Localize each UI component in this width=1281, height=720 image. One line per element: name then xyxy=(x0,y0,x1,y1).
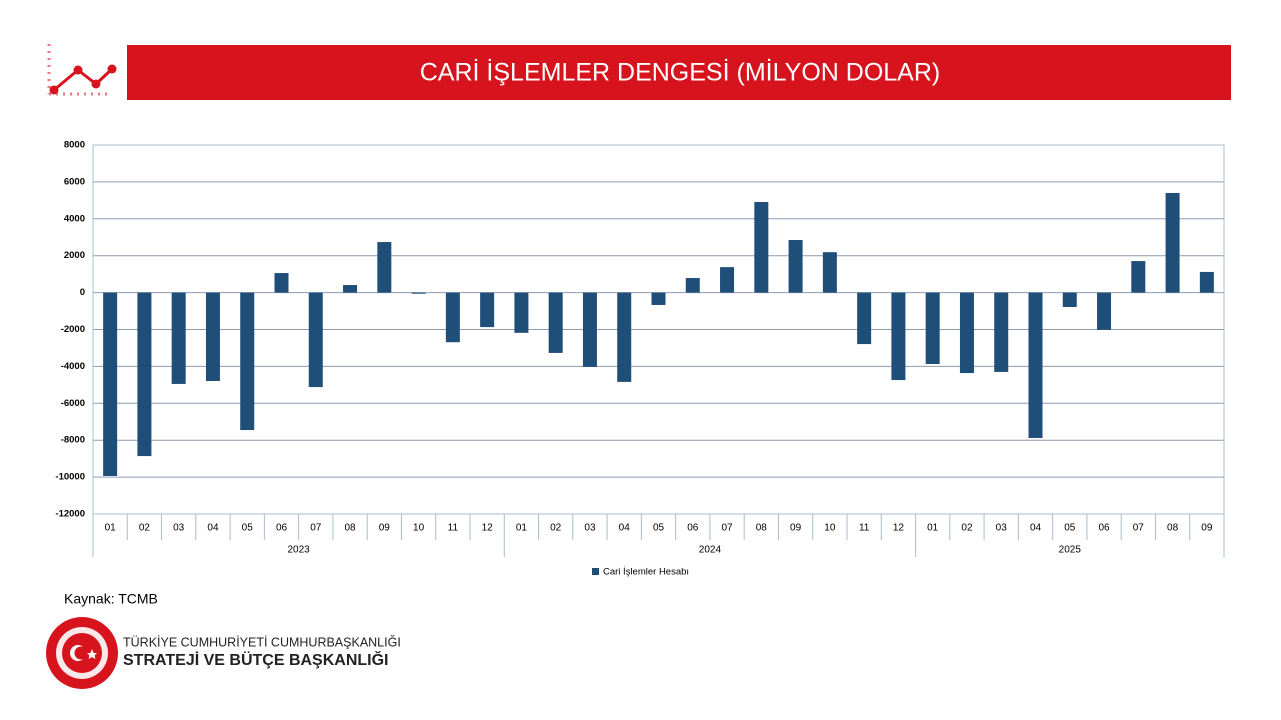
x-tick-label: 08 xyxy=(756,523,768,534)
header-title: CARİ İŞLEMLER DENGESİ (MİLYON DOLAR) xyxy=(420,58,940,87)
y-tick-label: 6000 xyxy=(64,176,85,187)
bar xyxy=(685,278,700,293)
header-icon xyxy=(47,44,117,96)
bar xyxy=(1062,292,1077,307)
bar xyxy=(171,292,186,384)
bar xyxy=(137,292,152,457)
chart: -12000 -10000 -8000 -6000 -4000 -2000 0 2000 400… xyxy=(55,140,1225,578)
bar xyxy=(1028,292,1043,438)
x-tick-label: 02 xyxy=(550,523,562,534)
bar xyxy=(445,292,460,343)
bar xyxy=(548,292,563,353)
y-tick-label: 0 xyxy=(80,287,85,298)
group-label: 2024 xyxy=(699,545,722,556)
x-tick-label: 06 xyxy=(1098,523,1110,534)
bar xyxy=(1097,292,1112,330)
x-tick-label: 02 xyxy=(139,523,151,534)
logo-line2: STRATEJİ VE BÜTÇE BAŞKANLIĞI xyxy=(123,650,389,669)
y-tick-label: -10000 xyxy=(55,472,85,483)
bar xyxy=(857,292,872,345)
bar xyxy=(1165,192,1180,293)
logo xyxy=(46,617,118,689)
bar xyxy=(205,292,220,381)
bar xyxy=(514,292,529,333)
x-tick-label: 12 xyxy=(482,523,494,534)
bar xyxy=(925,292,940,365)
x-tick-label: 06 xyxy=(276,523,288,534)
bar xyxy=(959,292,974,374)
source: Kaynak: TCMB xyxy=(64,591,158,607)
x-tick-label: 09 xyxy=(790,523,802,534)
bar xyxy=(308,292,323,388)
y-tick-label: -6000 xyxy=(61,398,85,409)
x-tick-label: 05 xyxy=(1064,523,1076,534)
x-tick-label: 08 xyxy=(1167,523,1179,534)
header-bar xyxy=(127,45,1231,100)
bar xyxy=(788,240,803,293)
plot-border xyxy=(92,144,1225,515)
x-tick-label: 11 xyxy=(859,523,870,534)
bar xyxy=(1131,261,1146,293)
y-tick-label: 4000 xyxy=(64,213,85,224)
x-tick-label: 07 xyxy=(310,523,322,534)
bar xyxy=(822,252,837,293)
x-tick-label: 01 xyxy=(516,523,528,534)
bar xyxy=(617,292,632,382)
y-tick-label: -4000 xyxy=(61,361,85,372)
y-tick-label: -12000 xyxy=(55,509,85,520)
x-tick-label: 07 xyxy=(721,523,733,534)
x-tick-label: 05 xyxy=(653,523,665,534)
x-tick-label: 12 xyxy=(893,523,905,534)
x-tick-label: 04 xyxy=(1030,523,1042,534)
bar xyxy=(480,292,495,328)
bar xyxy=(343,285,358,293)
bar xyxy=(754,202,769,293)
legend-swatch xyxy=(592,568,599,575)
x-tick-label: 03 xyxy=(584,523,596,534)
bar xyxy=(103,292,118,476)
legend-label: Cari İşlemler Hesabı xyxy=(603,567,689,578)
x-tick-label: 10 xyxy=(413,523,425,534)
x-tick-label: 09 xyxy=(1201,523,1213,534)
bar xyxy=(994,292,1009,372)
x-tick-label: 07 xyxy=(1133,523,1145,534)
x-tick-label: 03 xyxy=(173,523,185,534)
bar xyxy=(1199,271,1214,293)
x-tick-label: 08 xyxy=(344,523,356,534)
y-tick-label: 8000 xyxy=(64,140,85,151)
y-tick-label: -8000 xyxy=(61,435,85,446)
bar xyxy=(274,273,289,293)
bar xyxy=(891,292,906,381)
x-tick-label: 01 xyxy=(927,523,939,534)
x-tick-label: 01 xyxy=(105,523,117,534)
bar xyxy=(377,242,392,293)
x-tick-label: 11 xyxy=(448,523,459,534)
group-label: 2023 xyxy=(288,545,311,556)
x-tick-label: 06 xyxy=(687,523,699,534)
x-tick-label: 03 xyxy=(996,523,1008,534)
bar xyxy=(411,292,426,294)
x-tick-label: 04 xyxy=(207,523,219,534)
group-label: 2025 xyxy=(1059,545,1082,556)
y-tick-label: -2000 xyxy=(61,324,85,335)
logo-line1: TÜRKİYE CUMHURİYETİ CUMHURBAŞKANLIĞI xyxy=(123,634,401,649)
bar xyxy=(651,292,666,305)
x-tick-label: 05 xyxy=(242,523,254,534)
bar xyxy=(720,267,735,293)
x-tick-label: 10 xyxy=(824,523,836,534)
x-tick-label: 02 xyxy=(961,523,973,534)
x-tick-label: 04 xyxy=(619,523,631,534)
bar xyxy=(582,292,597,367)
bar xyxy=(240,292,255,431)
y-tick-label: 2000 xyxy=(64,250,85,261)
x-tick-label: 09 xyxy=(379,523,391,534)
